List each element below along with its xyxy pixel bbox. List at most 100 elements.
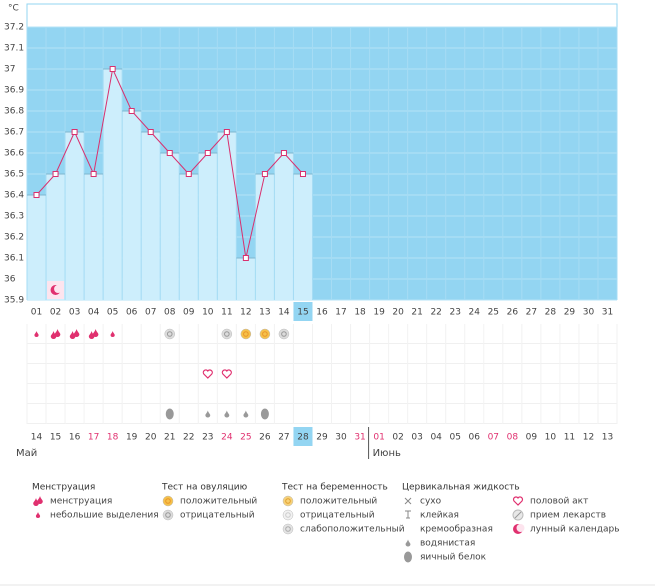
icon-moon-cut — [516, 524, 525, 532]
icon-ovulation-negative — [162, 509, 174, 521]
date-label: 04 — [430, 433, 442, 443]
date-label: 14 — [31, 433, 43, 443]
icon-ovulation-negative-inner — [224, 331, 230, 337]
point — [33, 192, 40, 198]
x-tick-label: 25 — [488, 308, 499, 318]
icon-ovulation-negative-inner — [166, 331, 173, 337]
point — [109, 66, 116, 72]
x-tick-label: 23 — [449, 308, 460, 318]
point — [204, 150, 211, 156]
icon-watery — [243, 410, 249, 418]
legend-title: Менструация — [32, 483, 95, 493]
bar — [236, 258, 255, 300]
icon-egg-white — [260, 408, 269, 420]
icon-creamy — [405, 525, 412, 533]
point — [242, 255, 249, 261]
icon-pregnancy-positive-inner — [285, 498, 291, 504]
legend-item: лунный календарь — [530, 525, 620, 535]
date-label: 27 — [278, 433, 289, 443]
x-tick-label: 05 — [107, 308, 118, 318]
x-tick-label: 18 — [354, 308, 366, 318]
date-label: 31 — [354, 433, 365, 443]
date-label: 10 — [545, 433, 557, 443]
date-label: 05 — [449, 433, 460, 443]
x-tick-label: 27 — [526, 308, 537, 318]
bar — [27, 195, 46, 300]
legend-item: отрицательный — [180, 511, 255, 521]
icon-menstruation — [33, 498, 39, 506]
x-tick-label: 31 — [602, 308, 613, 318]
x-tick-label: 21 — [411, 308, 422, 318]
x-tick-label: 30 — [583, 308, 595, 318]
point — [147, 129, 154, 135]
point — [90, 171, 97, 177]
date-label: 29 — [316, 433, 328, 443]
bar — [255, 174, 274, 300]
current-day — [293, 302, 313, 321]
icon-pregnancy-positive — [282, 495, 294, 507]
icon-ovulation-positive — [259, 328, 271, 340]
icon-ovulation-positive-inner — [262, 331, 268, 337]
x-tick-label: 12 — [240, 308, 251, 318]
icon-ovulation-positive — [162, 495, 174, 507]
icon-ovulation-positive-inner — [165, 498, 171, 504]
x-tick-label: 11 — [221, 308, 232, 318]
icon-egg-white — [404, 551, 412, 563]
icon-pregnancy-negative — [282, 509, 294, 521]
date-label: 25 — [240, 433, 251, 443]
date-label: 23 — [202, 433, 213, 443]
date-label: 06 — [469, 433, 481, 443]
y-tick-label: 36.3 — [4, 212, 24, 222]
month-label: Июнь — [373, 448, 401, 459]
icon-watery — [205, 410, 211, 418]
x-tick-label: 01 — [31, 308, 42, 318]
y-tick-label: 37.1 — [4, 44, 24, 54]
icon-ovulation-positive-inner — [243, 331, 249, 337]
x-tick-label: 08 — [164, 308, 176, 318]
x-tick-label: 09 — [183, 308, 195, 318]
icon-pregnancy-weak — [282, 523, 294, 535]
date-label: 22 — [183, 433, 194, 443]
y-tick-label: 36.8 — [4, 107, 24, 117]
icon-ovulation-negative — [221, 328, 233, 340]
x-tick-label: 07 — [145, 308, 156, 318]
bar — [65, 132, 84, 300]
point — [280, 150, 287, 156]
date-label: 17 — [88, 433, 99, 443]
bar — [46, 174, 65, 300]
icon-watery — [405, 539, 411, 547]
x-tick-label: 06 — [126, 308, 138, 318]
top-area — [26, 3, 618, 28]
y-tick-label: 36 — [4, 275, 16, 285]
icon-menstruation — [54, 329, 61, 337]
icon-ovulation-negative-inner — [165, 512, 171, 518]
y-tick-label: 37 — [4, 65, 15, 75]
icon-ovulation-negative-inner — [281, 331, 287, 337]
date-label: 01 — [373, 433, 384, 443]
x-tick-label: 26 — [507, 308, 519, 318]
icon-ovulation-negative — [164, 328, 175, 340]
point — [71, 129, 78, 135]
date-label: 30 — [335, 433, 347, 443]
month-label: Май — [16, 448, 37, 459]
x-tick-label: 13 — [259, 308, 270, 318]
y-tick-label: 36.2 — [4, 233, 24, 243]
icon-ovulation-negative — [278, 328, 290, 340]
legend-item: менструация — [50, 497, 112, 507]
point — [128, 108, 135, 114]
bar — [84, 174, 103, 300]
y-tick-label: 36.4 — [4, 191, 24, 201]
icon-menstruation — [69, 331, 76, 339]
x-tick-label: 10 — [202, 308, 214, 318]
legend-item: сухо — [420, 497, 442, 507]
point — [185, 171, 192, 177]
legend-item: положительный — [180, 497, 257, 507]
legend-item: прием лекарств — [530, 511, 606, 521]
legend-item: слабоположительный — [300, 525, 405, 535]
x-tick-label: 19 — [373, 308, 385, 318]
point — [299, 171, 306, 177]
x-tick-label: 04 — [88, 308, 100, 318]
icon-sex — [202, 369, 213, 379]
x-tick-label: 14 — [278, 308, 290, 318]
